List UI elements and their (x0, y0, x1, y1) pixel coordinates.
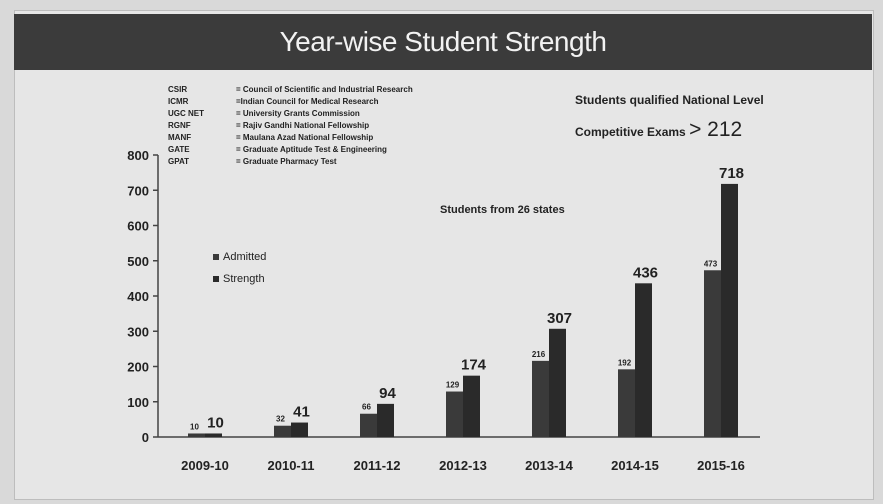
data-label-strength: 174 (461, 357, 487, 374)
bar-admitted (360, 413, 377, 437)
legend-entry-admitted: Admitted (213, 246, 266, 268)
x-tick-label: 2011-12 (354, 458, 401, 473)
note-line2: Competitive Exams (575, 125, 686, 139)
y-tick-label: 600 (127, 219, 149, 234)
bar-admitted (274, 425, 291, 437)
bar-strength (721, 183, 738, 437)
abbreviation-row: GPAT = Graduate Pharmacy Test (168, 157, 337, 166)
bar-strength (205, 433, 222, 437)
y-tick-label: 100 (127, 395, 149, 410)
abbreviation-list: CSIR = Council of Scientific and Industri… (168, 84, 413, 168)
data-label-strength: 307 (547, 310, 572, 327)
legend-entry-strength: Strength (213, 268, 266, 290)
states-note: Students from 26 states (440, 204, 565, 216)
slide-title: Year-wise Student Strength (279, 26, 607, 57)
abbreviation-row: RGNF = Rajiv Gandhi National Fellowship (168, 121, 370, 130)
title-bar: Year-wise Student Strength (14, 14, 872, 70)
abbreviation-row: MANF = Maulana Azad National Fellowship (168, 133, 374, 142)
x-tick-label: 2015-16 (697, 458, 745, 473)
x-tick-label: 2014-15 (611, 458, 659, 473)
data-label-strength: 10 (207, 414, 224, 431)
abbreviation-row: CSIR = Council of Scientific and Industri… (168, 85, 413, 94)
competitive-exams-note: Students qualified National Level Compet… (575, 85, 764, 147)
bar-admitted (532, 360, 549, 437)
data-label-admitted: 192 (618, 358, 632, 367)
abbreviation-row: ICMR =Indian Council for Medical Research (168, 97, 379, 106)
abbreviation-row: GATE = Graduate Aptitude Test & Engineeri… (168, 145, 387, 154)
y-tick-label: 300 (127, 324, 149, 339)
data-label-admitted: 32 (276, 415, 285, 424)
x-tick-label: 2009-10 (181, 458, 229, 473)
data-label-admitted: 216 (532, 350, 546, 359)
bar-strength (549, 328, 566, 437)
bar-strength (635, 283, 652, 437)
bar-strength (377, 403, 394, 437)
x-tick-label: 2013-14 (525, 458, 573, 473)
data-label-admitted: 129 (446, 381, 460, 390)
note-line1: Students qualified National Level (575, 93, 764, 107)
note-value: > 212 (689, 118, 743, 141)
y-tick-label: 400 (127, 289, 149, 304)
y-tick-label: 0 (142, 430, 149, 445)
data-label-strength: 41 (293, 404, 310, 421)
bar-strength (463, 375, 480, 437)
data-label-admitted: 10 (190, 422, 199, 431)
abbreviation-row: UGC NET = University Grants Commission (168, 109, 360, 118)
y-tick-label: 700 (127, 183, 149, 198)
x-tick-label: 2010-11 (268, 458, 315, 473)
data-label-strength: 718 (719, 165, 744, 182)
x-tick-label: 2012-13 (439, 458, 487, 473)
legend-swatch (213, 276, 219, 283)
bar-admitted (704, 270, 721, 437)
y-tick-label: 800 (127, 148, 149, 163)
bar-strength (291, 422, 308, 437)
chart-legend: Admitted Strength (213, 246, 266, 290)
data-label-admitted: 66 (362, 403, 371, 412)
data-label-strength: 94 (379, 385, 396, 402)
bar-admitted (618, 369, 635, 437)
bar-admitted (188, 433, 205, 437)
data-label-admitted: 473 (704, 259, 718, 268)
y-tick-label: 200 (127, 360, 149, 375)
data-label-strength: 436 (633, 264, 658, 281)
bar-admitted (446, 391, 463, 437)
legend-swatch (213, 254, 219, 261)
y-tick-label: 500 (127, 254, 149, 269)
